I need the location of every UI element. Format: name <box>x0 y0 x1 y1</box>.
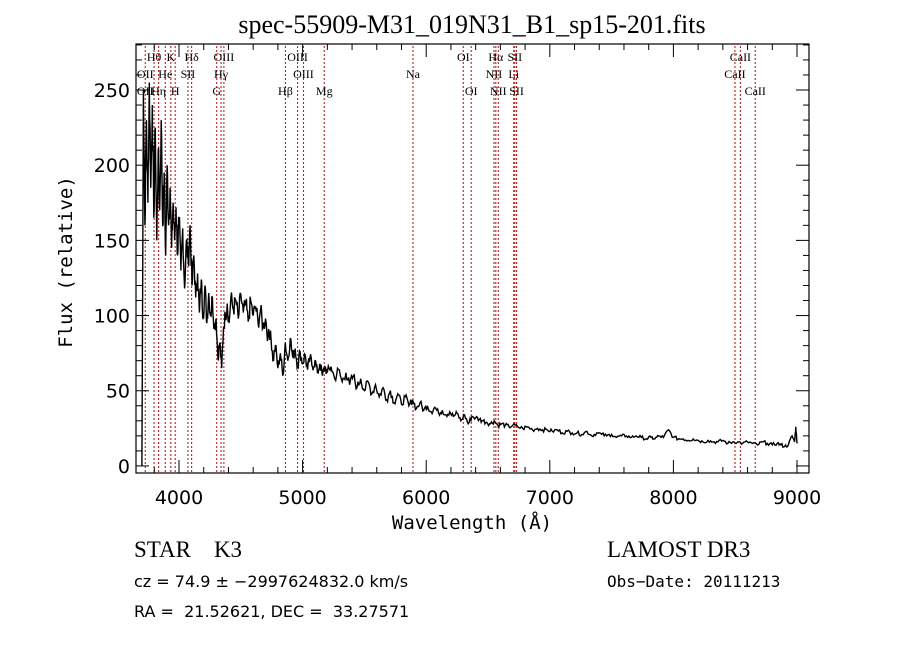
y-tick-label: 100 <box>94 306 130 328</box>
line-marker-label: K <box>167 50 176 64</box>
line-marker-label: OI <box>457 50 470 64</box>
line-marker-label: CaII <box>730 50 751 64</box>
line-marker-label: SII <box>181 67 196 81</box>
x-tick-label: 8000 <box>649 487 697 509</box>
line-marker-label: Hη <box>151 84 166 98</box>
line-marker-label: SII <box>507 50 522 64</box>
line-marker-label: Hθ <box>147 50 162 64</box>
line-marker-label: OI <box>465 84 478 98</box>
redshift-readout: cz = 74.9 ± −2997624832.0 km/s <box>134 572 409 591</box>
line-markers <box>144 46 756 473</box>
x-tick-label: 6000 <box>402 487 450 509</box>
axis-ticks <box>136 44 809 473</box>
line-marker-label: CaII <box>724 67 745 81</box>
line-marker-label: OII <box>137 67 154 81</box>
line-marker-label: Li <box>508 67 519 81</box>
object-class-label: STAR K3 <box>134 537 243 562</box>
x-axis-label: Wavelength (Å) <box>392 511 552 534</box>
x-tick-label: 4000 <box>155 487 203 509</box>
plot-frame <box>135 43 810 474</box>
x-tick-label: 7000 <box>526 487 574 509</box>
y-tick-labels: 0 50 100 150 200 250 <box>94 80 130 478</box>
observation-date: Obs−Date: 20111213 <box>607 572 781 591</box>
y-tick-label: 50 <box>106 381 130 403</box>
line-marker-label: Hγ <box>214 67 229 81</box>
y-axis-label: Flux (relative) <box>55 176 77 348</box>
x-tick-labels: 4000 5000 6000 7000 8000 9000 <box>155 487 821 509</box>
line-marker-label: G <box>212 84 221 98</box>
line-marker-label: CaII <box>745 84 766 98</box>
x-tick-label: 9000 <box>773 487 821 509</box>
survey-label: LAMOST DR3 <box>607 537 751 562</box>
line-marker-label: OIII <box>287 50 308 64</box>
y-tick-label: 0 <box>118 456 130 478</box>
line-marker-label: Hα <box>488 50 504 64</box>
chart-title: spec-55909-M31_019N31_B1_sp15-201.fits <box>238 10 705 39</box>
spectrum-series-line <box>141 82 798 466</box>
line-marker-label: He <box>158 67 172 81</box>
line-marker-label: SII <box>509 84 524 98</box>
x-tick-label: 5000 <box>278 487 326 509</box>
line-marker-label: NII <box>490 84 507 98</box>
line-marker-label: OIII <box>214 50 235 64</box>
line-marker-label: H <box>171 84 180 98</box>
line-marker-label: Hδ <box>184 50 199 64</box>
line-marker-label: Na <box>406 67 421 81</box>
y-tick-label: 150 <box>94 230 130 252</box>
line-marker-label: OIII <box>293 67 314 81</box>
line-marker-label: Mg <box>316 84 333 98</box>
line-marker-label: NII <box>486 67 503 81</box>
y-tick-label: 200 <box>94 155 130 177</box>
coordinates-readout: RA = 21.52621, DEC = 33.27571 <box>134 602 410 621</box>
y-tick-label: 250 <box>94 80 130 102</box>
line-marker-label: Hβ <box>278 84 293 98</box>
